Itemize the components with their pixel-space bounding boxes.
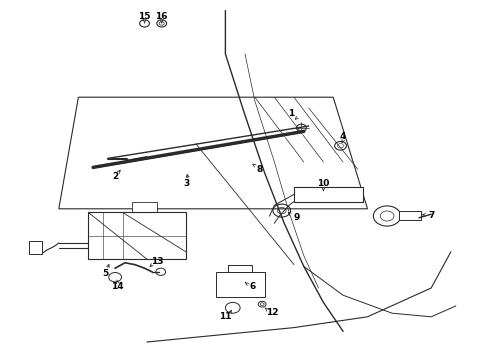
Text: 12: 12 [266,308,278,317]
Polygon shape [399,211,421,220]
Polygon shape [216,272,265,297]
Bar [132,202,157,221]
Polygon shape [29,241,42,254]
Text: 6: 6 [249,282,255,291]
Text: 7: 7 [428,211,435,220]
Text: 13: 13 [150,256,163,265]
Polygon shape [59,97,368,209]
Text: 11: 11 [219,312,232,321]
Text: 10: 10 [317,179,330,188]
Text: 4: 4 [340,132,346,141]
Polygon shape [228,265,252,272]
Polygon shape [294,187,363,202]
Text: 5: 5 [102,269,108,278]
Text: 1: 1 [289,109,294,118]
Polygon shape [88,212,186,259]
Text: 2: 2 [112,172,118,181]
Text: 16: 16 [155,12,168,21]
Text: 14: 14 [111,282,124,291]
Text: 3: 3 [183,179,189,188]
Text: 8: 8 [257,165,263,174]
Text: 9: 9 [293,213,300,222]
Text: 15: 15 [138,12,151,21]
